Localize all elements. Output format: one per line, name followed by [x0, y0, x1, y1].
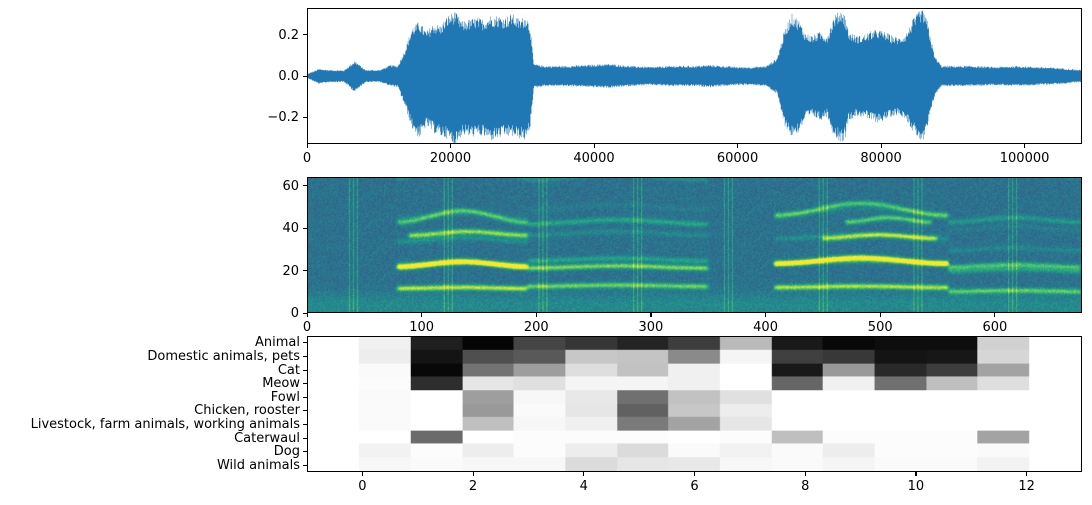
class-tick-mark: [303, 464, 307, 466]
x-tick-mark: [915, 472, 917, 476]
x-tick-mark: [421, 313, 423, 317]
x-tick-mark: [1026, 472, 1028, 476]
x-tick-label: 100000: [999, 151, 1050, 166]
x-tick-label: 100: [409, 320, 435, 335]
x-tick-label: 12: [1018, 479, 1035, 494]
x-tick-label: 600: [982, 320, 1008, 335]
y-tick-label: 60: [282, 178, 299, 194]
class-tick-mark: [303, 437, 307, 439]
y-tick-label: 40: [282, 221, 299, 236]
x-tick-mark: [994, 313, 996, 317]
x-tick-mark: [450, 144, 452, 148]
y-tick-label: 0: [290, 306, 299, 321]
y-tick-mark: [303, 185, 307, 187]
waveform-axes: [307, 8, 1082, 144]
waveform-plot: [308, 9, 1081, 143]
class-tick-mark: [303, 396, 307, 398]
x-tick-mark: [306, 144, 308, 148]
x-tick-label: 20000: [429, 151, 472, 166]
x-tick-mark: [472, 472, 474, 476]
y-tick-mark: [303, 270, 307, 272]
x-tick-label: 2: [468, 479, 478, 494]
x-tick-mark: [650, 313, 652, 317]
y-tick-mark: [303, 116, 307, 118]
class-tick-mark: [303, 355, 307, 357]
class-label: Domestic animals, pets: [147, 348, 300, 364]
x-tick-mark: [737, 144, 739, 148]
class-tick-mark: [303, 451, 307, 453]
y-tick-mark: [303, 227, 307, 229]
x-tick-label: 6: [690, 479, 699, 494]
class-tick-mark: [303, 410, 307, 412]
x-tick-label: 0: [302, 320, 312, 335]
class-tick-mark: [303, 369, 307, 371]
class-score-heatmap-axes: [307, 336, 1082, 472]
class-label: Cat: [277, 362, 300, 378]
x-tick-mark: [306, 313, 308, 317]
x-tick-label: 400: [753, 320, 778, 335]
x-tick-mark: [880, 144, 882, 148]
x-tick-mark: [593, 144, 595, 148]
class-label: Meow: [262, 376, 300, 392]
class-label: Animal: [255, 335, 300, 351]
x-tick-mark: [1024, 144, 1026, 148]
x-tick-label: 60000: [716, 151, 759, 166]
spectrogram-axes: [307, 177, 1082, 313]
x-tick-label: 0: [302, 151, 312, 166]
x-tick-mark: [765, 313, 767, 317]
x-tick-mark: [361, 472, 363, 476]
y-tick-label: −0.2: [267, 110, 299, 126]
x-tick-label: 4: [579, 479, 588, 494]
x-tick-label: 80000: [860, 151, 902, 166]
y-tick-mark: [303, 75, 307, 77]
class-label: Chicken, rooster: [194, 403, 300, 419]
y-tick-label: 20: [282, 263, 299, 279]
x-tick-label: 500: [867, 320, 893, 335]
x-tick-label: 0: [358, 479, 367, 494]
x-tick-label: 300: [638, 320, 664, 335]
class-tick-mark: [303, 423, 307, 425]
class-label: Livestock, farm animals, working animals: [30, 416, 300, 432]
class-label: Caterwaul: [234, 430, 300, 446]
x-tick-mark: [694, 472, 696, 476]
y-tick-label: 0.2: [278, 27, 299, 43]
y-tick-mark: [303, 312, 307, 314]
x-tick-label: 8: [801, 479, 810, 494]
class-label: Dog: [273, 444, 300, 460]
class-tick-mark: [303, 342, 307, 344]
x-tick-mark: [804, 472, 806, 476]
class-score-heatmap: [308, 337, 1081, 471]
x-tick-label: 10: [907, 479, 925, 494]
y-tick-label: 0.0: [278, 69, 299, 84]
class-tick-mark: [303, 383, 307, 385]
x-tick-label: 40000: [573, 151, 615, 166]
x-tick-mark: [535, 313, 537, 317]
class-label: Wild animals: [216, 457, 300, 473]
x-tick-mark: [583, 472, 585, 476]
class-label: Fowl: [270, 389, 300, 405]
spectrogram-plot: [308, 178, 1081, 312]
y-tick-mark: [303, 34, 307, 36]
x-tick-label: 200: [523, 320, 549, 335]
x-tick-mark: [879, 313, 881, 317]
